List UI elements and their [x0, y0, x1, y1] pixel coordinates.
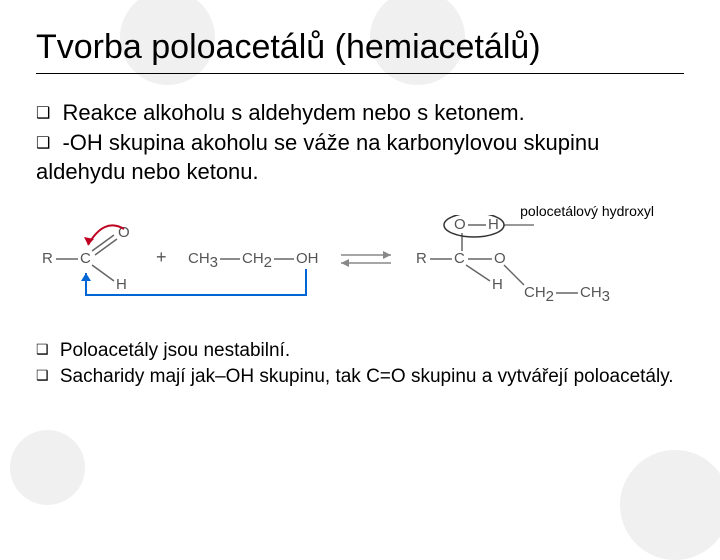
- label-oh: OH: [296, 250, 319, 267]
- label-r: R: [416, 250, 427, 267]
- bullet-text: Poloacetály jsou nestabilní.: [60, 340, 290, 361]
- label-c: C: [454, 250, 465, 267]
- bond: [466, 265, 490, 281]
- slide-content: Tvorba poloacetálů (hemiacetálů) ❑ Reakc…: [0, 0, 720, 409]
- bullet-icon: ❑: [36, 341, 49, 357]
- bullet-icon: ❑: [36, 135, 50, 152]
- label-o: O: [494, 250, 506, 267]
- bullet-icon: ❑: [36, 105, 50, 122]
- bullet-block-1: ❑ Reakce alkoholu s aldehydem nebo s ket…: [36, 98, 684, 187]
- bullet-icon: ❑: [36, 367, 49, 383]
- label-h: H: [488, 216, 499, 233]
- plus-icon: +: [156, 247, 167, 267]
- slide-title: Tvorba poloacetálů (hemiacetálů): [36, 28, 684, 74]
- bullet-text: -OH skupina akoholu se váže na karbonylo…: [36, 130, 599, 185]
- bullet-text: Sacharidy mají jak–OH skupinu, tak C=O s…: [60, 366, 674, 387]
- label-ch2: CH2: [524, 284, 554, 305]
- chem-svg: R C O H + CH3 CH2 OH: [36, 215, 696, 325]
- label-h: H: [116, 276, 127, 293]
- bullet-block-2: ❑ Poloacetály jsou nestabilní. ❑ Sachari…: [36, 338, 684, 389]
- bullet-text: Reakce alkoholu s aldehydem nebo s keton…: [62, 100, 524, 125]
- label-ch3: CH3: [580, 284, 610, 305]
- label-h: H: [492, 276, 503, 293]
- deco-circle-4: [620, 450, 720, 560]
- bond: [504, 265, 524, 285]
- eq-arrow-head: [341, 259, 349, 267]
- label-r: R: [42, 250, 53, 267]
- bond: [92, 265, 114, 281]
- label-ch3: CH3: [188, 250, 218, 271]
- eq-arrow-head: [383, 251, 391, 259]
- blue-arrow-head: [81, 273, 91, 281]
- label-c: C: [80, 250, 91, 267]
- deco-circle-3: [10, 430, 85, 505]
- label-o: O: [454, 216, 466, 233]
- label-ch2: CH2: [242, 250, 272, 271]
- reaction-diagram: polocetálový hydroxyl R C O H + CH3 CH2 …: [36, 205, 684, 320]
